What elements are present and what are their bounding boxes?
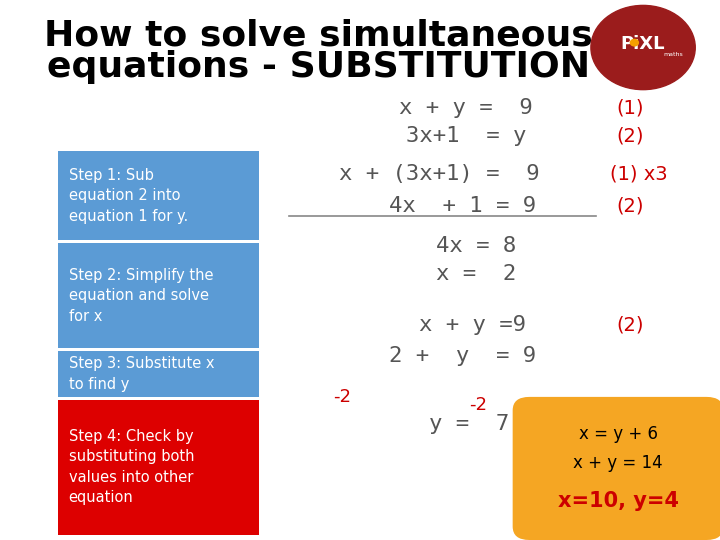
Text: Step 3: Substitute x
to find y: Step 3: Substitute x to find y	[68, 356, 214, 392]
Text: x=10, y=4: x=10, y=4	[557, 491, 678, 511]
Text: x + y =9: x + y =9	[419, 315, 526, 335]
FancyBboxPatch shape	[58, 243, 258, 348]
Text: y =  7: y = 7	[429, 414, 509, 434]
Text: -2: -2	[469, 396, 487, 414]
Text: How to solve simultaneous: How to solve simultaneous	[45, 18, 593, 52]
FancyBboxPatch shape	[513, 397, 720, 540]
Text: x =  2: x = 2	[436, 264, 516, 284]
Text: (1): (1)	[616, 98, 644, 118]
Text: -2: -2	[333, 388, 351, 406]
Text: Step 1: Sub
equation 2 into
equation 1 for y.: Step 1: Sub equation 2 into equation 1 f…	[68, 168, 188, 224]
Text: x + (3x+1) =  9: x + (3x+1) = 9	[339, 164, 539, 184]
Text: 2 +  y  = 9: 2 + y = 9	[389, 346, 536, 367]
Text: equations - SUBSTITUTION: equations - SUBSTITUTION	[47, 51, 590, 84]
Circle shape	[591, 5, 696, 90]
Text: (2): (2)	[616, 315, 644, 335]
Text: (2): (2)	[616, 126, 644, 146]
Text: (1) x3: (1) x3	[610, 164, 667, 184]
Text: 4x  + 1 = 9: 4x + 1 = 9	[389, 196, 536, 217]
Text: 4x = 8: 4x = 8	[436, 235, 516, 256]
Text: x + y =  9: x + y = 9	[399, 98, 533, 118]
Text: 3x+1  = y: 3x+1 = y	[405, 126, 526, 146]
FancyBboxPatch shape	[58, 151, 258, 240]
Text: Step 2: Simplify the
equation and solve
for x: Step 2: Simplify the equation and solve …	[68, 268, 213, 323]
Text: maths: maths	[664, 51, 683, 57]
Text: x + y = 14: x + y = 14	[573, 454, 663, 471]
Text: (2): (2)	[616, 197, 644, 216]
Text: PiXL: PiXL	[621, 35, 665, 53]
FancyBboxPatch shape	[58, 351, 258, 397]
Text: x = y + 6: x = y + 6	[578, 424, 657, 443]
Text: Step 4: Check by
substituting both
values into other
equation: Step 4: Check by substituting both value…	[68, 429, 194, 505]
FancyBboxPatch shape	[58, 400, 258, 535]
Circle shape	[631, 39, 639, 46]
